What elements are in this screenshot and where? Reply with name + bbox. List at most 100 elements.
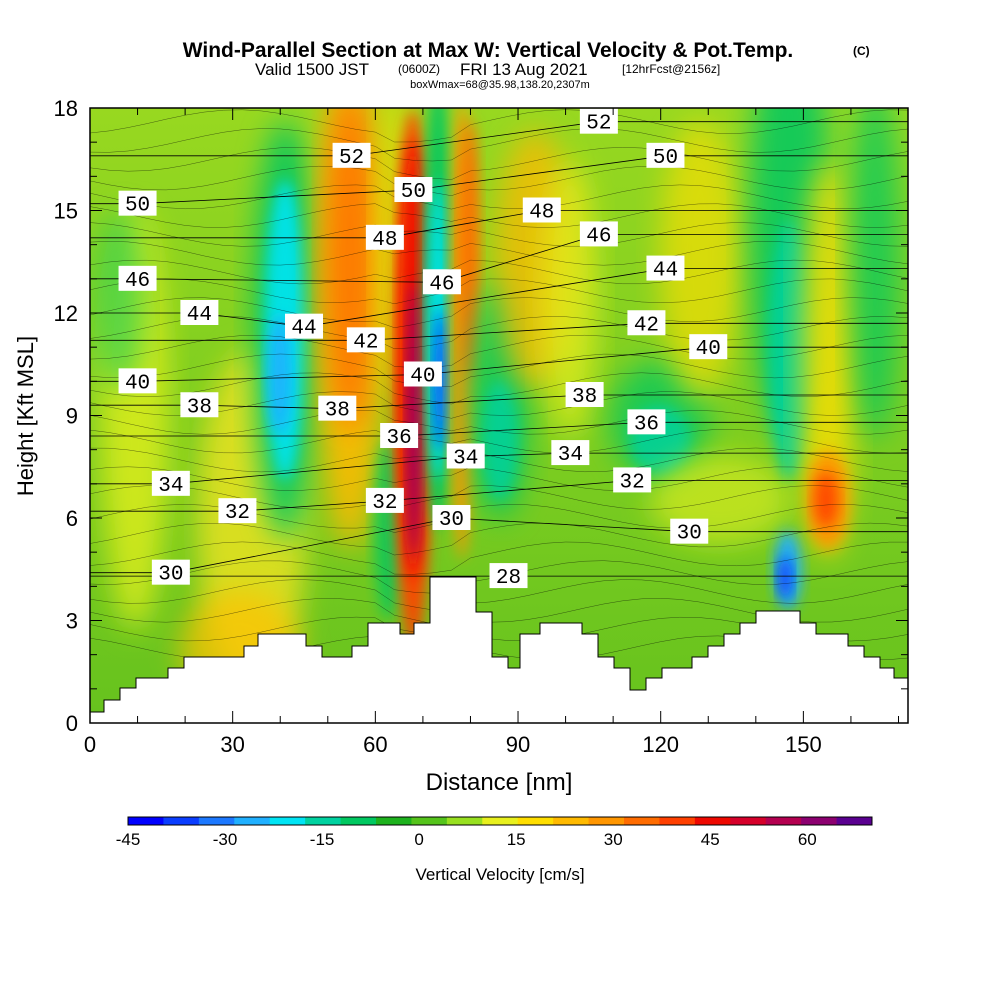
contour-label: 36 [380,423,419,450]
contour-label: 42 [627,310,666,337]
y-tick-label: 18 [54,96,78,121]
contour-label: 50 [118,190,157,218]
colorbar-tick-label: -15 [310,830,335,849]
contour-labels: 52 52 50 50 50 48 48 46 46 46 44 44 44 42 42 40 40 40 38 38… [118,108,728,590]
contour-label-text: 40 [696,338,721,361]
contour-label-text: 38 [187,396,212,419]
theta-contour-52 [90,121,908,157]
colorbar-label: Vertical Velocity [cm/s] [415,865,584,884]
y-tick-label: 9 [66,404,78,429]
contour-label: 32 [365,487,404,515]
contour-label-text: 38 [325,400,350,423]
contour-label-text: 34 [558,444,583,467]
contour-label: 46 [118,265,157,293]
theta-contour-36 [90,421,908,437]
plot-area: 52 52 50 50 50 48 48 46 46 46 44 44 44 42 42 40 40 40 38 38… [90,108,908,723]
colorbar-tick-label: 30 [604,830,623,849]
copyright-mark: (C) [853,44,870,58]
contour-label: 52 [579,108,618,136]
contour-label: 50 [394,177,433,204]
colorbar-swatch [411,817,448,825]
contour-label-text: 40 [410,366,435,389]
contour-label: 50 [646,142,685,170]
colorbar-tick-label: -30 [213,830,238,849]
x-tick-label: 150 [785,732,822,757]
colorbar-swatch [659,817,696,825]
colorbar-swatch [517,817,554,825]
colorbar-swatch [446,817,483,825]
contour-label-text: 32 [620,471,645,494]
colorbar-swatch [624,817,660,825]
contour-label: 44 [646,255,685,283]
contour-label-text: 28 [496,567,521,590]
contour-label-text: 44 [653,260,678,283]
contour-label: 30 [670,518,709,546]
contour-label-text: 44 [291,318,316,341]
y-tick-label: 3 [66,609,78,634]
contour-label-text: 46 [429,273,454,296]
subtitle-valid: Valid 1500 JST [255,60,369,79]
x-tick-label: 0 [84,732,96,757]
contour-label: 34 [446,443,485,471]
contour-label-text: 52 [339,147,364,170]
contour-label-text: 36 [387,427,412,450]
contour-label: 46 [579,221,618,248]
contour-label-text: 32 [372,492,397,515]
theta-contour-48 [90,210,908,239]
contour-label-text: 42 [353,331,378,354]
contour-label-text: 50 [401,181,426,204]
contour-label-text: 30 [158,564,183,587]
contour-label-text: 40 [125,372,150,395]
contour-label-text: 50 [125,195,150,218]
x-tick-label: 90 [506,732,530,757]
contour-label-text: 42 [634,314,659,337]
y-tick-label: 12 [54,301,78,326]
contour-label: 44 [180,300,219,327]
contour-label: 34 [551,440,590,467]
x-axis: 0 30 60 90 120 150 [84,108,899,757]
contour-label-text: 36 [634,413,659,436]
contour-label-text: 46 [586,225,611,248]
subtitle-date: FRI 13 Aug 2021 [460,60,588,79]
colorbar-swatch [694,817,731,825]
contour-label-text: 34 [453,448,478,471]
contour-label: 36 [627,409,666,436]
contour-label: 32 [613,467,652,494]
colorbar-swatch [553,817,589,825]
contour-label-text: 50 [653,147,678,170]
colorbar-swatch [234,817,271,825]
colorbar-swatch [305,817,341,825]
colorbar-swatch [269,817,306,825]
x-tick-label: 60 [363,732,387,757]
contour-label: 52 [332,142,371,170]
y-tick-label: 15 [54,199,78,224]
theta-contour-42 [90,322,908,341]
contour-label: 44 [285,313,324,341]
contour-label: 30 [432,505,471,532]
contour-label-text: 48 [529,202,554,225]
contour-label-text: 48 [372,229,397,252]
chart-title-block: Wind-Parallel Section at Max W: Vertical… [183,39,870,91]
x-axis-label: Distance [nm] [426,769,573,796]
x-tick-label: 120 [642,732,679,757]
info-line: boxWmax=68@35.98,138.20,2307m [410,79,590,91]
contour-label: 40 [689,334,728,361]
terrain-mask [90,576,908,723]
contour-label-text: 46 [125,270,150,293]
subtitle-forecast: [12hrFcst@2156z] [622,62,720,76]
contour-label-text: 30 [439,509,464,532]
contour-label: 34 [151,470,190,498]
colorbar-tick-label: 45 [701,830,720,849]
contour-label: 42 [346,327,385,354]
y-axis-label: Height [Kft MSL] [13,336,38,496]
colorbar-tick-label: 15 [507,830,526,849]
colorbar-tick-label: -45 [116,830,141,849]
contour-label-text: 52 [586,113,611,136]
x-tick-label: 30 [220,732,244,757]
chart-title: Wind-Parallel Section at Max W: Vertical… [183,39,794,62]
contour-label-text: 38 [572,386,597,409]
colorbar-tick-label: 60 [798,830,817,849]
contour-label: 38 [565,382,604,409]
colorbar-swatch [588,817,625,825]
